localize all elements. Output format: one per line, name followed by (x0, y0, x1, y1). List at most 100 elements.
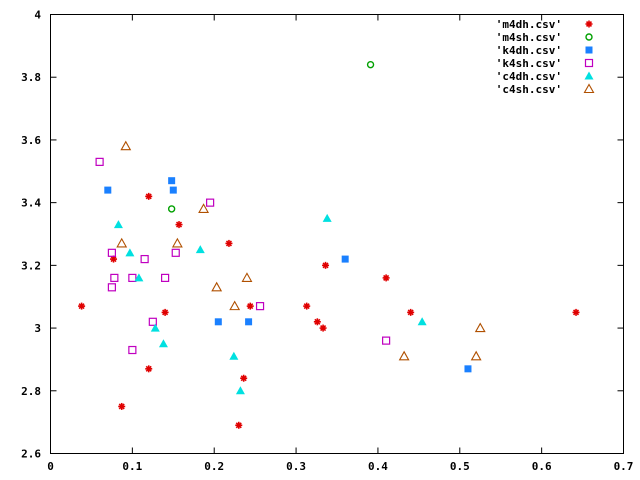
data-point (470, 350, 482, 361)
data-point (313, 318, 321, 326)
y-tick-label: 3.4 (21, 197, 41, 210)
series-5 (116, 140, 486, 361)
data-point (382, 274, 390, 282)
y-tick-label: 4 (34, 9, 41, 22)
axis-tick-labels: 0 0.1 0.2 0.3 0.4 0.5 0.6 0.7 2.6 2.8 3 3.2 3.4 3.6 3.… (21, 9, 633, 474)
data-point (78, 302, 86, 310)
legend-marker (585, 20, 593, 28)
data-point (116, 237, 128, 248)
data-point (322, 213, 332, 222)
data-point (171, 237, 183, 248)
axis-ticks (50, 14, 624, 454)
data-point (407, 308, 415, 316)
data-point (110, 273, 119, 282)
data-point (398, 350, 410, 361)
series-3 (95, 157, 391, 355)
y-tick-label: 2.6 (21, 448, 41, 461)
legend-label: 'm4dh.csv' (496, 18, 562, 31)
data-point (95, 157, 104, 166)
x-tick-label: 0.1 (122, 460, 142, 473)
legend-marker (584, 58, 594, 68)
data-point (341, 255, 349, 263)
series-4 (113, 213, 427, 395)
series-2 (104, 177, 472, 373)
data-point (107, 283, 116, 292)
data-point (417, 317, 427, 326)
data-point (161, 273, 170, 282)
data-point (198, 203, 210, 213)
data-point (246, 302, 254, 310)
y-tick-label: 2.8 (21, 385, 41, 398)
series-1 (167, 60, 375, 213)
plot-area-frame (50, 14, 624, 454)
data-point (128, 345, 137, 355)
data-point (161, 308, 169, 316)
data-point (322, 261, 330, 269)
data-point (319, 324, 327, 332)
x-tick-label: 0.2 (204, 460, 224, 473)
y-tick-label: 3.2 (21, 259, 41, 272)
data-point (169, 186, 177, 194)
y-tick-label: 3.8 (21, 71, 41, 84)
data-point (118, 402, 126, 410)
legend: 'm4dh.csv''m4sh.csv''k4dh.csv''k4sh.csv'… (496, 18, 595, 96)
data-point (474, 322, 486, 333)
data-point (229, 300, 241, 311)
legend-marker (583, 83, 595, 94)
data-point (382, 336, 391, 345)
data-point (206, 198, 215, 207)
data-point (145, 192, 153, 200)
data-point (235, 421, 243, 429)
data-point (195, 245, 205, 254)
data-point (464, 365, 472, 373)
data-point (128, 273, 137, 282)
data-point (125, 248, 135, 257)
data-point (107, 248, 116, 257)
data-point (211, 281, 223, 292)
x-tick-label: 0.5 (450, 460, 470, 473)
data-point (255, 302, 265, 311)
series-0 (78, 192, 580, 429)
data-point (150, 323, 160, 332)
x-tick-label: 0.3 (286, 460, 306, 473)
data-point (171, 248, 180, 257)
x-tick-label: 0.4 (368, 460, 388, 473)
data-point (158, 339, 168, 348)
data-point (120, 140, 132, 151)
data-point (572, 308, 580, 316)
data-point (113, 220, 123, 229)
data-point (104, 186, 112, 194)
legend-label: 'k4dh.csv' (496, 44, 562, 57)
data-point (366, 60, 375, 69)
data-point (245, 318, 253, 326)
data-point (175, 221, 183, 229)
y-tick-label: 3 (34, 322, 41, 335)
data-point (225, 239, 233, 247)
data-point (303, 302, 311, 310)
data-point (145, 365, 153, 373)
data-point (240, 374, 248, 382)
data-point (241, 272, 253, 282)
legend-label: 'k4sh.csv' (496, 57, 562, 70)
data-point (167, 205, 176, 213)
legend-marker (585, 33, 593, 41)
legend-label: 'c4sh.csv' (496, 83, 562, 96)
data-point (148, 317, 157, 326)
legend-marker (585, 46, 593, 54)
legend-marker (584, 71, 594, 80)
data-point (214, 318, 222, 326)
data-point (229, 351, 239, 360)
legend-label: 'c4dh.csv' (496, 70, 562, 83)
x-tick-label: 0.6 (532, 460, 552, 473)
x-tick-label: 0 (47, 460, 54, 473)
data-point (140, 254, 149, 264)
x-tick-label: 0.7 (614, 460, 634, 473)
legend-label: 'm4sh.csv' (496, 31, 562, 44)
data-points (78, 60, 580, 429)
y-tick-label: 3.6 (21, 134, 41, 147)
data-point (235, 386, 245, 395)
data-point (168, 177, 176, 185)
data-point (134, 273, 144, 282)
